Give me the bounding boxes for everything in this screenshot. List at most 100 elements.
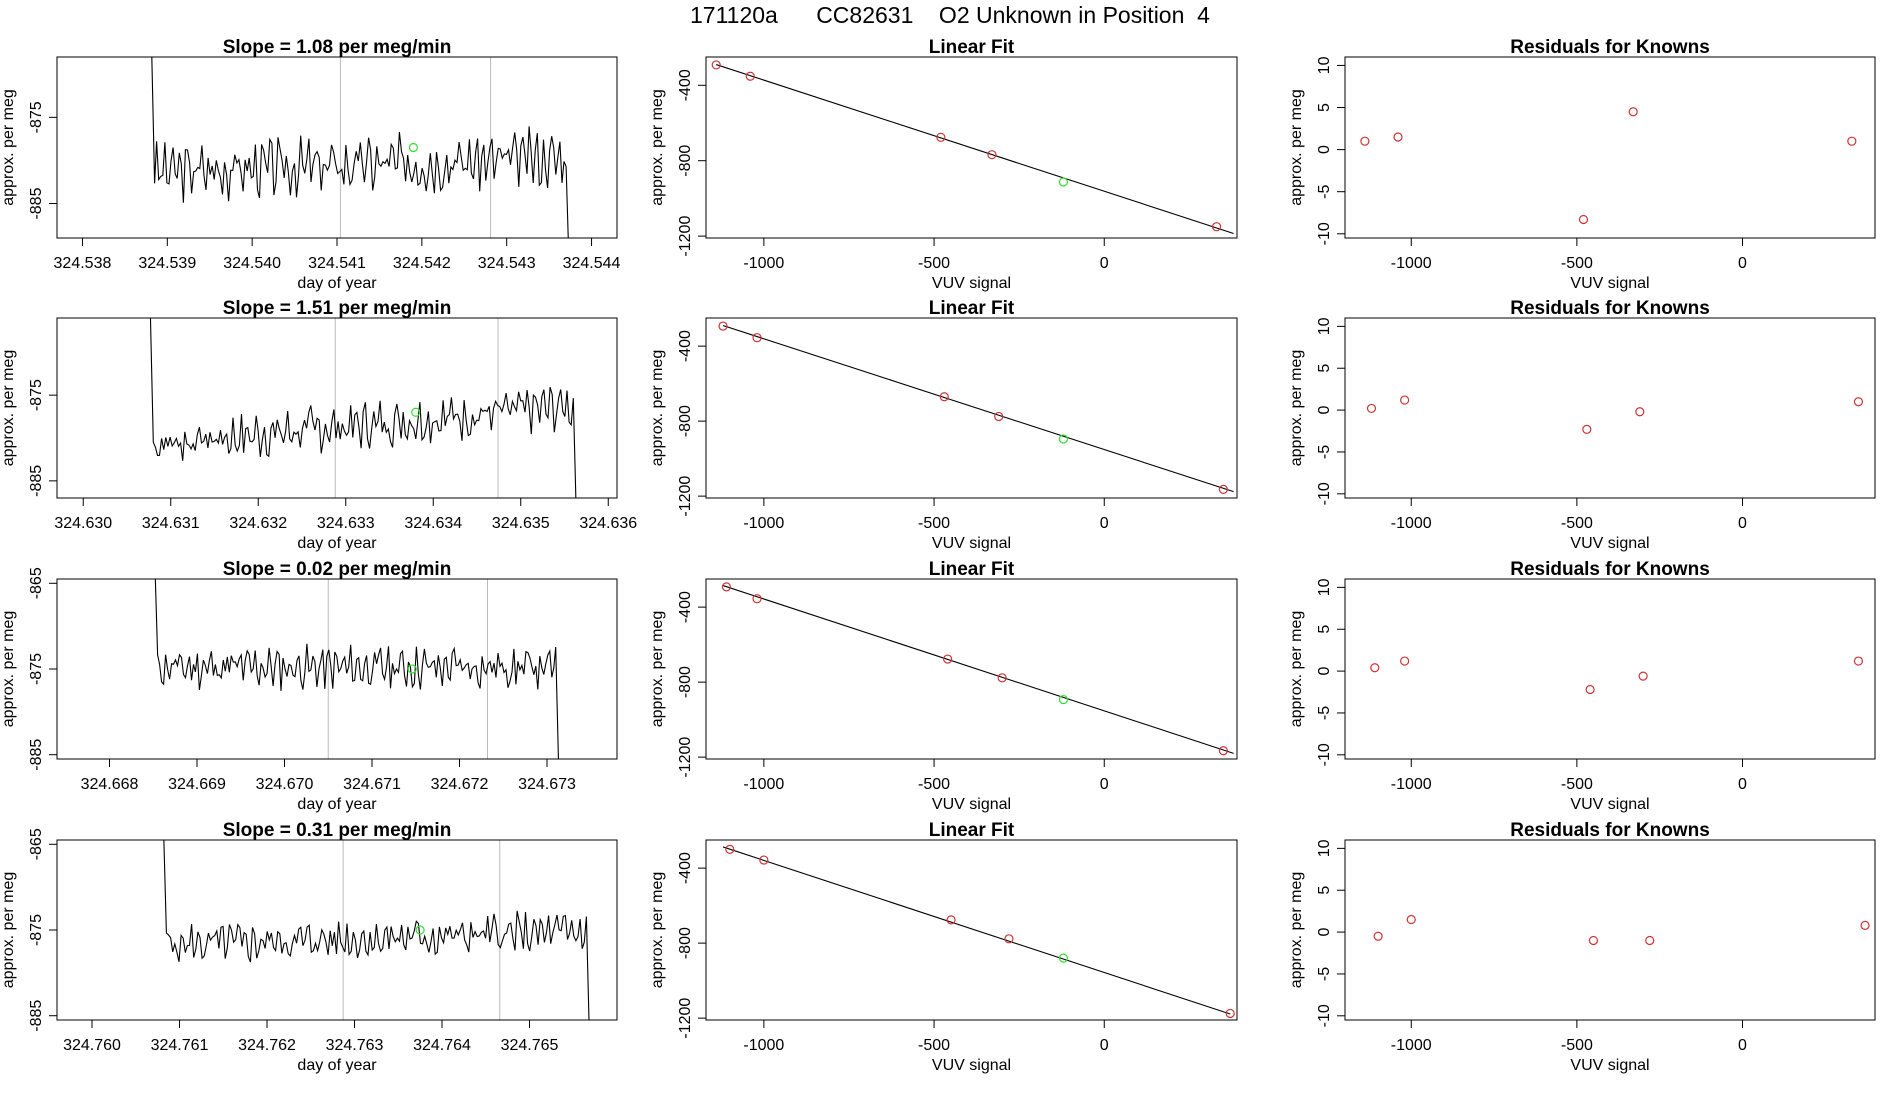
panel-2-1: Slope = 1.51 per meg/min 324.630 324.631 32…	[0, 298, 637, 552]
y-tick-label: 0	[1316, 928, 1333, 937]
x-tick-label: 324.541	[308, 255, 366, 272]
y-tick-label: -400	[677, 591, 694, 623]
known-point	[1406, 914, 1416, 925]
known-point	[994, 411, 1004, 422]
y-axis-label: approx. per meg	[1288, 872, 1305, 989]
known-point	[1635, 407, 1645, 417]
x-tick-label: -500	[1561, 1037, 1593, 1054]
unknown-point	[407, 664, 417, 674]
panel-title: Slope = 0.31 per meg/min	[223, 820, 452, 841]
x-tick-label: 0	[1738, 515, 1747, 532]
panel-title: Slope = 1.51 per meg/min	[223, 298, 452, 319]
known-point	[1847, 136, 1857, 146]
panel-4-2: Linear Fit -1000 -500 0 VUV signal -400 -800 -1…	[649, 820, 1238, 1074]
plot-area	[1370, 656, 1864, 695]
y-tick-label: 10	[1316, 317, 1333, 335]
y-tick-label: -885	[28, 739, 45, 771]
y-tick-label: -875	[28, 914, 45, 946]
plot-frame	[56, 839, 618, 1021]
y-axis-label: approx. per meg	[649, 611, 666, 728]
x-axis-label: day of year	[297, 535, 377, 552]
x-tick-label: 324.634	[404, 515, 462, 532]
panel-4-3: Residuals for Knowns -1000 -500 0 VUV signal…	[1288, 820, 1876, 1074]
fit-line	[722, 846, 1231, 1015]
y-tick-label: -1200	[677, 737, 694, 778]
plot-area	[151, 57, 569, 238]
panel-title: Linear Fit	[929, 37, 1015, 58]
y-tick-label: -875	[28, 653, 45, 685]
y-tick-label: -5	[1316, 706, 1333, 720]
x-tick-label: 324.632	[229, 515, 287, 532]
y-tick-label: -5	[1316, 184, 1333, 198]
y-tick-label: 0	[1316, 406, 1333, 415]
y-tick-label: -800	[677, 145, 694, 177]
x-tick-label: 0	[1100, 776, 1109, 793]
known-point	[1004, 934, 1014, 944]
y-axis-label: approx. per meg	[0, 89, 17, 206]
unknown-point	[1058, 177, 1069, 187]
x-tick-label: 324.671	[343, 776, 401, 793]
panel-title: Linear Fit	[929, 559, 1015, 580]
panel-title: Slope = 0.02 per meg/min	[223, 559, 452, 580]
y-tick-label: 10	[1316, 578, 1333, 596]
plot-area	[1360, 107, 1857, 225]
y-tick-label: -875	[28, 101, 45, 133]
x-tick-label: -1000	[743, 1037, 784, 1054]
x-tick-label: -1000	[1391, 1037, 1432, 1054]
known-point	[1645, 935, 1655, 946]
y-tick-label: 10	[1316, 839, 1333, 857]
time-series-line	[163, 840, 590, 1020]
fit-line	[722, 585, 1234, 754]
x-tick-label: -500	[918, 515, 950, 532]
panel-title: Slope = 1.08 per meg/min	[223, 37, 452, 58]
panel-4-1: Slope = 0.31 per meg/min 324.760 324.761 32…	[0, 820, 618, 1074]
x-tick-label: 324.761	[151, 1037, 209, 1054]
x-tick-label: 324.542	[393, 255, 451, 272]
x-tick-label: 324.669	[168, 776, 226, 793]
unknown-point	[1058, 694, 1069, 705]
figure-title: 171120a CC82631 O2 Unknown in Position 4	[690, 2, 1210, 28]
plot-area	[718, 321, 1234, 494]
known-point	[936, 132, 946, 142]
x-tick-label: 324.765	[501, 1037, 559, 1054]
x-tick-label: 324.636	[579, 515, 637, 532]
known-point	[752, 594, 762, 604]
y-axis-label: approx. per meg	[1288, 611, 1305, 728]
known-point	[752, 333, 762, 343]
plot-area	[1373, 914, 1870, 946]
known-point	[946, 915, 956, 925]
time-series-line	[149, 318, 577, 498]
y-axis-label: approx. per meg	[0, 611, 17, 728]
known-point	[725, 844, 735, 854]
unknown-point	[1058, 953, 1069, 963]
plot-area	[163, 840, 590, 1020]
known-point	[939, 392, 949, 402]
y-tick-label: 0	[1316, 667, 1333, 676]
x-axis-label: VUV signal	[1570, 275, 1649, 292]
x-axis-label: VUV signal	[932, 796, 1011, 813]
fit-line	[716, 64, 1234, 234]
x-tick-label: 324.631	[142, 515, 200, 532]
x-tick-label: -500	[1561, 776, 1593, 793]
y-tick-label: 5	[1316, 364, 1333, 373]
unknown-point	[411, 407, 421, 417]
plot-frame	[705, 56, 1238, 239]
known-point	[1218, 746, 1228, 756]
known-point	[1218, 484, 1228, 494]
known-point	[1393, 132, 1403, 142]
y-tick-label: -400	[677, 852, 694, 884]
y-tick-label: -1200	[677, 476, 694, 517]
plot-frame	[56, 317, 618, 499]
panel-title: Residuals for Knowns	[1510, 37, 1710, 58]
y-tick-label: -800	[677, 666, 694, 698]
x-tick-label: -1000	[1391, 776, 1432, 793]
known-point	[1370, 663, 1380, 673]
known-point	[759, 855, 769, 865]
x-tick-label: 324.673	[518, 776, 576, 793]
x-axis-label: VUV signal	[932, 275, 1011, 292]
known-point	[943, 654, 953, 664]
known-point	[987, 150, 997, 160]
known-point	[718, 321, 728, 331]
x-axis-label: VUV signal	[1570, 796, 1649, 813]
